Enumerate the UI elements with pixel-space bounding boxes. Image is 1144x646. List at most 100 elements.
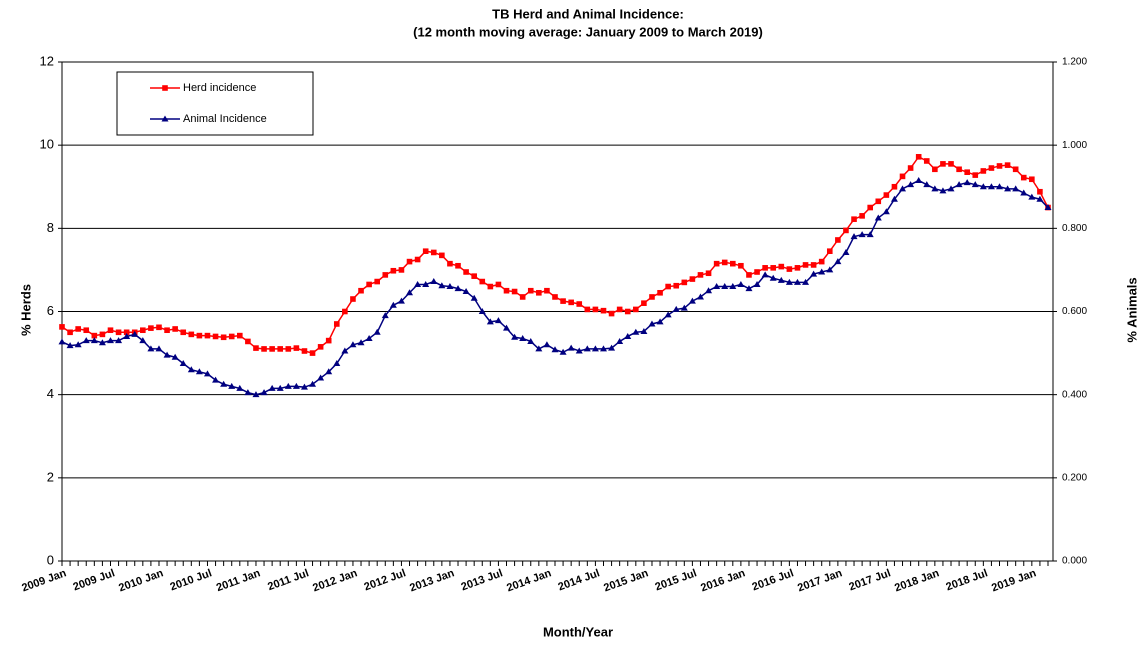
data-point [559,348,567,355]
data-point [292,382,300,389]
data-point [730,260,736,267]
data-point [705,287,713,294]
data-point [753,280,761,287]
data-point [237,332,243,339]
data-point [99,331,106,338]
data-point [187,366,195,373]
data-point [948,161,954,167]
data-point [414,280,422,287]
data-point [203,370,211,377]
data-point [220,334,227,341]
data-point [552,294,558,300]
series-line [61,155,1049,354]
data-point [980,168,987,174]
data-point [761,271,769,278]
data-point [58,338,66,345]
data-point [398,267,405,273]
data-point [1028,193,1036,200]
data-point [317,344,324,350]
y2-axis-label: % Animals [1124,277,1139,342]
data-point [802,278,810,285]
data-point [673,282,680,289]
data-point [591,345,599,352]
data-point [422,248,429,255]
data-point [568,299,574,306]
data-point [446,283,454,290]
data-point [220,380,228,387]
data-point [301,348,308,354]
series-line [61,179,1049,396]
y-tick-label: 6 [47,303,54,318]
legend-label: Animal Incidence [183,113,267,125]
data-point [874,214,882,221]
data-point [899,185,907,192]
data-point [389,301,397,308]
data-point [882,208,890,215]
data-point [696,293,704,300]
x-tick-label: 2014 Jul [557,567,602,593]
data-point [511,288,518,295]
data-point [269,346,275,352]
data-point [527,337,535,344]
x-tick-label: 2014 Jan [505,567,553,594]
data-point [640,327,648,334]
data-point [567,344,575,351]
data-point [721,283,729,290]
data-point [866,231,874,238]
data-point [188,331,195,338]
data-point [1029,176,1035,183]
data-point [810,270,818,277]
data-point [204,332,211,339]
data-point [83,327,90,334]
legend-marker [162,85,168,91]
data-point [156,324,162,331]
data-point [1044,204,1052,211]
data-point [342,308,348,315]
data-point [769,274,777,281]
data-point [543,341,551,348]
data-point [285,346,292,352]
data-point [665,283,671,290]
data-point [115,329,122,336]
data-point [115,337,123,344]
data-point [406,289,414,296]
data-point [1004,162,1011,168]
data-point [172,326,178,332]
data-point [592,306,599,313]
data-point [511,333,519,340]
data-point [228,333,235,340]
x-tick-label: 2013 Jan [408,567,456,594]
data-point [212,376,220,383]
data-point [455,262,461,269]
data-point [406,258,413,265]
data-point [164,327,170,334]
data-point [947,185,955,192]
y2-tick-label: 1.000 [1062,140,1087,151]
x-tick-label: 2009 Jan [20,567,68,594]
data-point [414,256,421,263]
x-tick-label: 2011 Jan [215,567,262,594]
data-point [1004,185,1012,192]
data-point [681,279,688,286]
data-point [737,280,745,287]
data-point [785,278,793,285]
data-point [616,306,623,313]
data-point [802,262,809,268]
data-point [98,339,106,346]
data-point [608,310,615,317]
data-point [365,335,373,342]
data-point [430,278,438,285]
data-point [503,287,510,294]
data-point [738,262,744,269]
data-point [447,260,453,267]
y2-tick-label: 0.000 [1062,556,1087,567]
data-point [140,327,146,334]
data-point [147,345,155,352]
data-point [1012,185,1020,192]
data-point [818,268,826,275]
data-point [672,305,680,312]
data-point [349,341,357,348]
data-point [1020,174,1027,181]
data-point [179,359,187,366]
data-point [777,276,785,283]
